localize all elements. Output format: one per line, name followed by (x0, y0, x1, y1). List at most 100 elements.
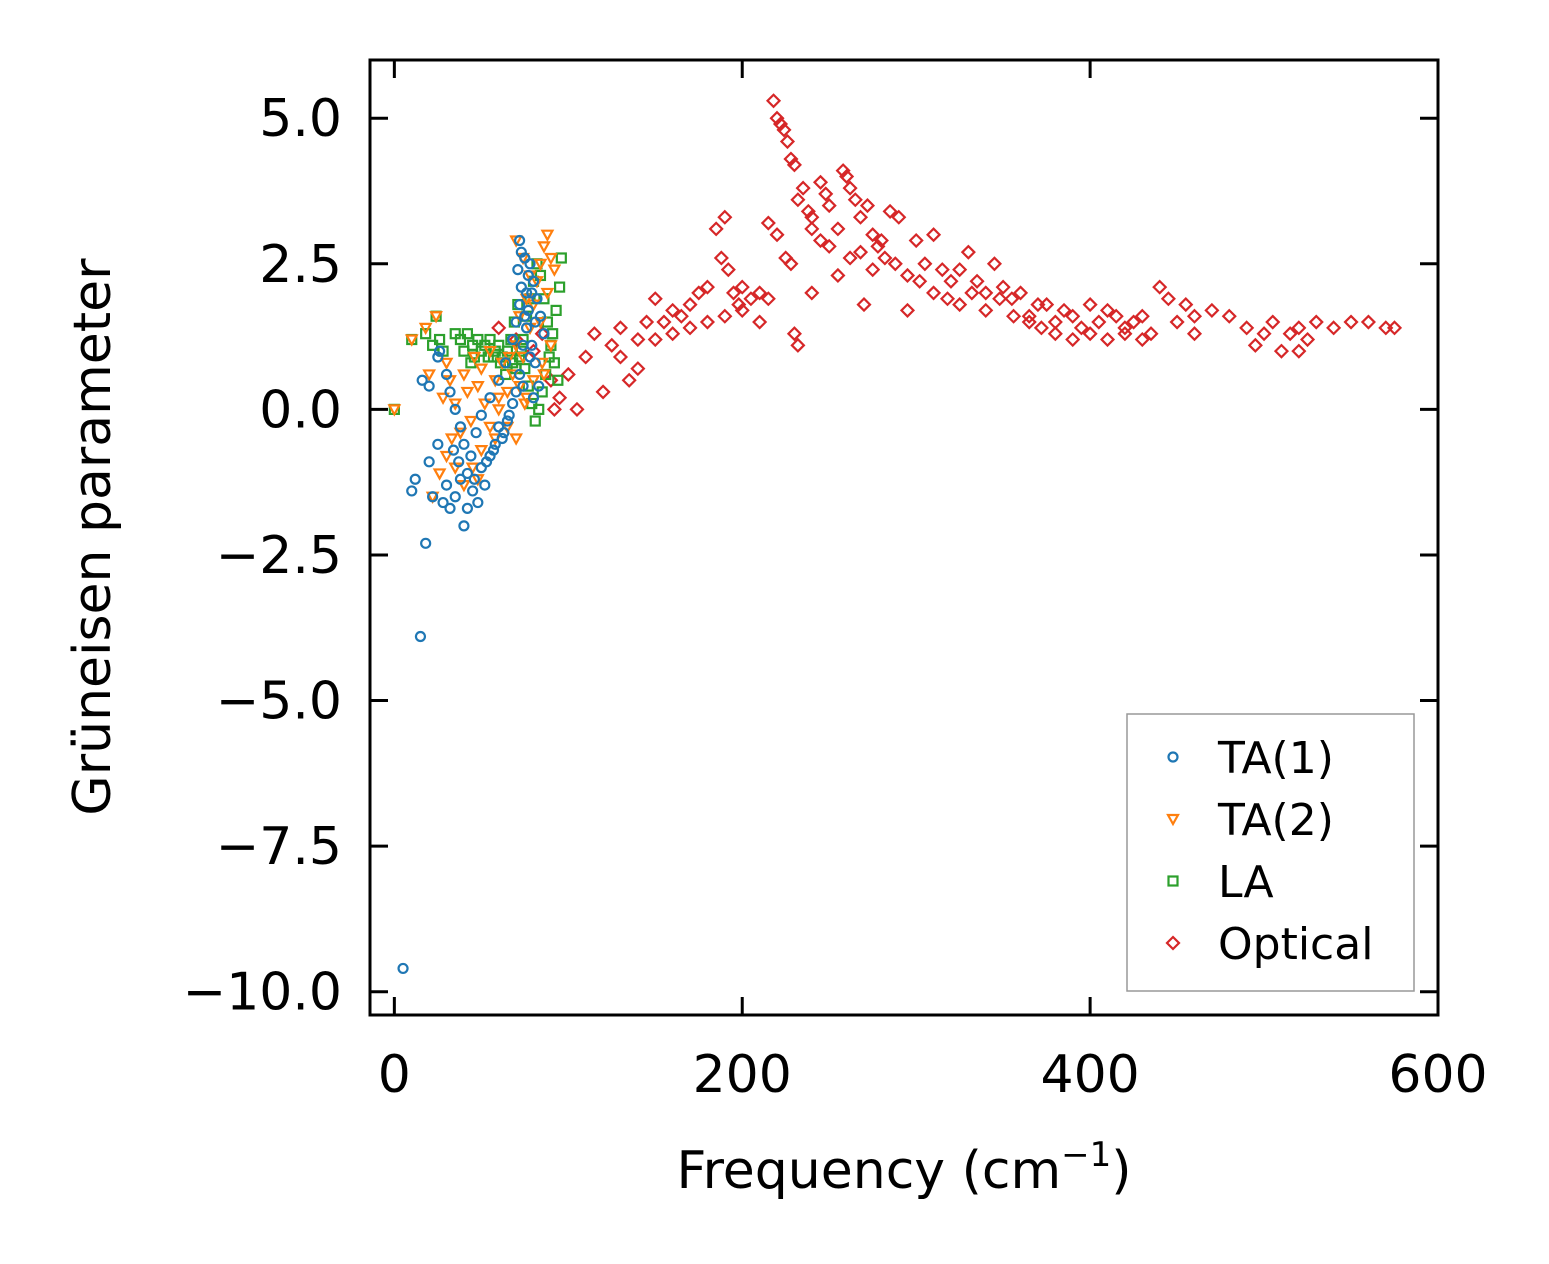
data-point (856, 297, 872, 313)
data-point (639, 314, 655, 330)
data-point (465, 462, 480, 475)
data-point (960, 244, 976, 260)
data-point (474, 445, 489, 458)
data-point (447, 444, 460, 456)
data-point (665, 326, 681, 342)
data-point (1004, 291, 1020, 307)
data-point (480, 456, 493, 468)
data-point (526, 287, 538, 299)
y-axis-label: Grüneisen parameter (63, 258, 123, 816)
data-point (835, 163, 851, 179)
data-point (475, 462, 487, 474)
data-point (852, 209, 869, 225)
data-point (882, 203, 898, 219)
data-points (387, 93, 1403, 975)
data-point (1273, 343, 1290, 359)
data-point (1221, 308, 1237, 324)
data-point (1360, 314, 1376, 330)
data-point (1239, 320, 1255, 336)
data-point (489, 438, 501, 450)
data-point (513, 298, 526, 311)
data-point (467, 485, 479, 497)
data-point (943, 273, 959, 289)
data-point (1047, 326, 1063, 342)
legend-label: LA (1218, 857, 1274, 908)
data-point (496, 432, 508, 445)
data-point (534, 310, 547, 322)
data-point (804, 285, 820, 301)
data-point (917, 256, 933, 272)
data-point (665, 302, 681, 318)
data-point (691, 285, 707, 301)
data-point (526, 375, 541, 388)
data-point (432, 438, 444, 450)
data-point (517, 333, 529, 346)
data-point (540, 287, 555, 301)
data-point (1152, 279, 1168, 295)
data-point (432, 468, 447, 481)
data-point (1117, 320, 1133, 336)
data-point (1021, 314, 1037, 330)
legend-entry: TA(2) (1166, 795, 1334, 846)
data-point (934, 262, 950, 278)
data-point (560, 366, 576, 383)
data-point (444, 502, 456, 514)
data-point (429, 311, 443, 324)
data-point (1099, 302, 1116, 318)
data-point (409, 473, 421, 485)
y-tick-label: 5.0 (259, 89, 342, 149)
data-point (1299, 331, 1316, 348)
data-point (526, 339, 538, 351)
data-point (986, 256, 1003, 272)
data-point (520, 322, 533, 334)
data-point (427, 339, 439, 351)
data-point (1256, 326, 1272, 342)
data-point (870, 238, 886, 254)
legend-marker (1166, 813, 1180, 827)
legend-marker (1167, 875, 1179, 887)
x-tick-label: 400 (1040, 1045, 1139, 1105)
data-point (783, 151, 799, 167)
data-point (569, 401, 585, 417)
data-point (491, 404, 506, 417)
data-point (423, 380, 435, 392)
data-point (1308, 314, 1324, 330)
data-point (491, 320, 507, 336)
data-point (418, 322, 433, 336)
data-point (404, 334, 419, 347)
data-point (830, 221, 846, 237)
data-point (734, 302, 750, 318)
data-point (1178, 297, 1194, 313)
data-point (800, 203, 816, 219)
data-point (529, 357, 541, 369)
data-point (444, 433, 459, 446)
legend-marker (1167, 751, 1179, 763)
data-point (422, 369, 437, 382)
data-point (437, 496, 449, 509)
data-point (1073, 320, 1089, 336)
data-point (586, 326, 602, 342)
data-point (487, 444, 500, 456)
series-optical (491, 93, 1403, 417)
data-point (630, 331, 646, 348)
data-point (1134, 331, 1150, 348)
data-point (420, 328, 432, 340)
data-point (510, 386, 522, 398)
data-point (842, 250, 858, 266)
x-axis-label-close: ) (1111, 1141, 1131, 1201)
legend: TA(1) TA(2) LA Optical (1126, 713, 1415, 992)
data-point (464, 415, 478, 429)
data-point (461, 467, 474, 480)
y-tick-label: −10.0 (183, 963, 342, 1023)
data-point (1012, 285, 1029, 301)
data-point (420, 537, 432, 549)
data-point (821, 238, 837, 254)
data-point (519, 252, 531, 264)
data-point (1326, 320, 1342, 336)
data-point (859, 198, 876, 214)
data-point (457, 369, 471, 382)
data-point (630, 361, 646, 377)
data-point (440, 368, 453, 381)
data-point (503, 409, 515, 421)
